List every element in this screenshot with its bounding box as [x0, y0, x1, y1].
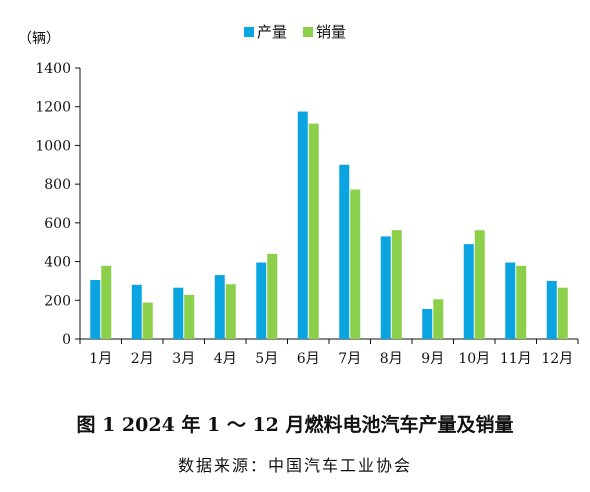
x-tick-label: 4月: [214, 351, 237, 367]
x-tick-label: 5月: [255, 351, 278, 367]
bars: [90, 111, 568, 340]
x-tick-label: 2月: [131, 351, 154, 367]
y-tick-label: 1200: [35, 100, 71, 116]
legend: 产量 销量: [244, 23, 346, 41]
bar-production: [256, 262, 267, 339]
x-tick-label: 1月: [89, 351, 112, 367]
bar-production: [505, 262, 516, 339]
bar-production: [90, 279, 101, 339]
bar-sales: [557, 287, 568, 339]
data-source: 数据来源：中国汽车工业协会: [177, 456, 412, 475]
bar-sales: [184, 294, 195, 339]
bar-sales: [474, 230, 485, 339]
x-tick-label: 7月: [338, 351, 361, 367]
bar-production: [422, 308, 433, 339]
y-tick-label: 200: [44, 293, 71, 309]
bar-production: [173, 287, 184, 339]
x-tick-label: 3月: [172, 351, 195, 367]
bar-sales: [308, 123, 319, 340]
bar-production: [214, 275, 225, 339]
bar-production: [546, 280, 557, 339]
x-tick-label: 11月: [500, 351, 532, 367]
bar-production: [297, 111, 308, 339]
bar-production: [463, 244, 474, 339]
bar-sales: [391, 230, 402, 339]
bar-sales: [350, 189, 361, 339]
bar-production: [131, 284, 142, 339]
y-tick-label: 600: [44, 216, 71, 232]
legend-label: 销量: [316, 23, 346, 41]
axes: [75, 67, 579, 344]
legend-swatch: [244, 27, 254, 37]
y-tick-label: 400: [44, 255, 71, 271]
legend-label: 产量: [257, 23, 287, 41]
y-tick-label: 1000: [35, 138, 71, 154]
bar-sales: [225, 284, 236, 339]
bar-production: [339, 164, 350, 339]
y-tick-label: 800: [44, 177, 71, 193]
bar-sales: [101, 265, 112, 339]
x-tick-label: 9月: [421, 351, 444, 367]
bar-sales: [267, 253, 278, 339]
bar-chart: （辆） 产量 销量 0 200 400 600 800 1000 1200 1400 1月 2月 3月…: [18, 23, 579, 367]
bar-production: [380, 236, 391, 339]
tick-labels: 0 200 400 600 800 1000 1200 1400 1月 2月 3月 4月 5月 6月 7月 8…: [35, 61, 573, 367]
bar-sales: [433, 299, 444, 339]
x-tick-label: 8月: [380, 351, 403, 367]
x-tick-label: 12月: [541, 351, 573, 367]
y-tick-label: 1400: [35, 61, 71, 77]
x-tick-label: 6月: [297, 351, 320, 367]
figure-title: 图 1 2024 年 1 ～ 12 月燃料电池汽车产量及销量: [76, 414, 514, 436]
bar-sales: [516, 265, 527, 339]
y-axis-unit-label: （辆）: [18, 31, 60, 47]
y-tick-label: 0: [62, 332, 71, 348]
legend-swatch: [303, 27, 313, 37]
x-tick-label: 10月: [458, 351, 490, 367]
bar-sales: [142, 302, 153, 339]
